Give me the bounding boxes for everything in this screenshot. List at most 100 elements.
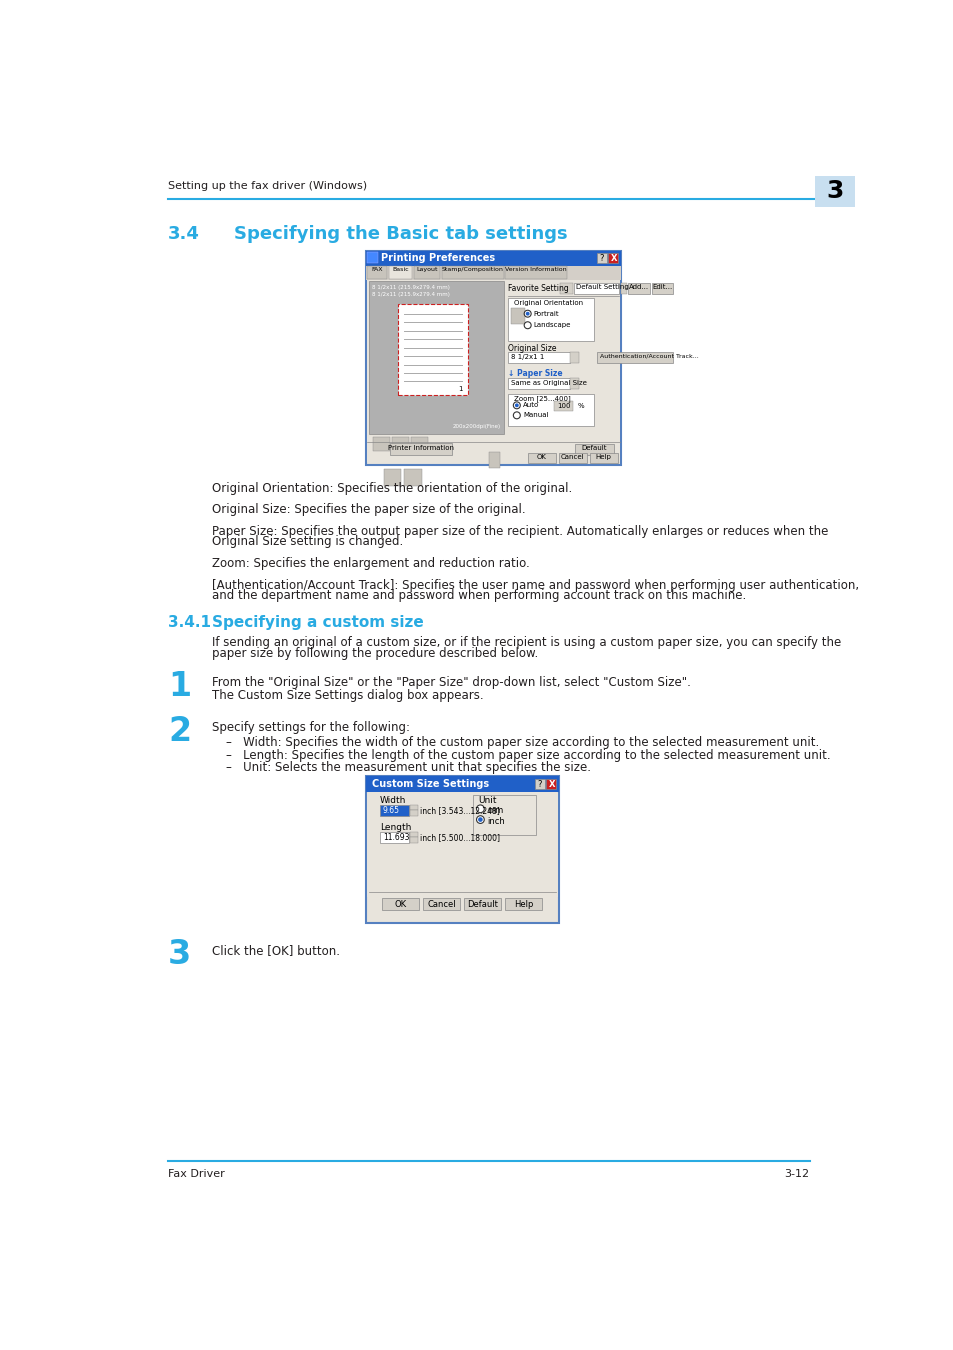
Text: Cancel: Cancel: [427, 899, 456, 909]
Text: Original Size: Original Size: [507, 344, 556, 352]
Circle shape: [525, 312, 529, 316]
Text: Manual: Manual: [522, 412, 548, 418]
Bar: [815, 176, 855, 207]
Text: Basic: Basic: [392, 267, 409, 273]
Bar: [528, 454, 555, 463]
Bar: [534, 779, 544, 788]
Text: Version Information: Version Information: [505, 267, 566, 273]
Circle shape: [476, 805, 484, 813]
Bar: [488, 452, 499, 467]
Text: %: %: [577, 404, 583, 409]
Bar: [367, 252, 377, 263]
Bar: [507, 378, 569, 389]
Text: FAX: FAX: [371, 267, 383, 273]
Bar: [507, 394, 594, 427]
Bar: [379, 805, 409, 815]
Text: 3.4.1: 3.4.1: [168, 614, 211, 629]
Text: Default: Default: [581, 446, 606, 451]
Text: 11.693: 11.693: [382, 833, 409, 842]
Bar: [390, 443, 452, 455]
Text: 9.65: 9.65: [382, 806, 399, 815]
Text: 100: 100: [557, 404, 570, 409]
Text: 3: 3: [826, 180, 843, 202]
Text: inch [5.500...18.000]: inch [5.500...18.000]: [419, 833, 499, 842]
Text: X: X: [610, 254, 617, 263]
Text: Layout: Layout: [416, 267, 437, 273]
Text: Same as Original Size: Same as Original Size: [510, 379, 586, 386]
Bar: [574, 284, 618, 294]
Text: Click the [OK] button.: Click the [OK] button.: [212, 944, 340, 957]
Text: Paper Size: Specifies the output paper size of the recipient. Automatically enla: Paper Size: Specifies the output paper s…: [212, 525, 828, 537]
Bar: [411, 437, 428, 451]
Bar: [620, 284, 626, 294]
Text: 8 1/2x1 1: 8 1/2x1 1: [510, 354, 543, 359]
Text: Custom Size Settings: Custom Size Settings: [372, 779, 489, 788]
Bar: [365, 251, 620, 266]
Text: Auto: Auto: [522, 402, 538, 408]
Bar: [558, 454, 586, 463]
Text: 1: 1: [168, 670, 191, 703]
Text: Original Orientation: Original Orientation: [513, 300, 582, 306]
Text: Zoom: Specifies the enlargement and reduction ratio.: Zoom: Specifies the enlargement and redu…: [212, 558, 530, 570]
Text: 3.4: 3.4: [168, 225, 200, 243]
Bar: [384, 470, 401, 486]
Text: Original Size: Specifies the paper size of the original.: Original Size: Specifies the paper size …: [212, 504, 525, 516]
Text: 8 1/2x11 (215.9x279.4 mm): 8 1/2x11 (215.9x279.4 mm): [372, 285, 449, 290]
Bar: [505, 266, 567, 279]
Text: Unit: Unit: [477, 796, 497, 806]
Text: Default: Default: [467, 899, 497, 909]
Bar: [628, 284, 649, 294]
Text: paper size by following the procedure described below.: paper size by following the procedure de…: [212, 647, 537, 660]
Circle shape: [476, 815, 484, 824]
Bar: [559, 284, 572, 294]
Bar: [369, 281, 504, 433]
Circle shape: [513, 412, 519, 418]
Text: Original Size setting is changed.: Original Size setting is changed.: [212, 536, 403, 548]
Bar: [389, 266, 412, 279]
Circle shape: [513, 402, 519, 409]
Text: OK: OK: [395, 899, 406, 909]
Bar: [367, 794, 558, 896]
Bar: [410, 810, 417, 815]
Text: ?: ?: [599, 254, 603, 263]
Text: 8 1/2x11 (215.9x279.4 mm): 8 1/2x11 (215.9x279.4 mm): [372, 292, 449, 297]
Text: Edit...: Edit...: [652, 285, 672, 290]
Text: Printer Information: Printer Information: [388, 444, 454, 451]
Text: Original Orientation: Specifies the orientation of the original.: Original Orientation: Specifies the orie…: [212, 482, 572, 494]
Text: 3: 3: [168, 938, 192, 971]
Bar: [507, 298, 594, 340]
Text: mm: mm: [487, 806, 503, 814]
Text: 3-12: 3-12: [783, 1169, 809, 1179]
Text: OK: OK: [537, 454, 546, 460]
Text: The Custom Size Settings dialog box appears.: The Custom Size Settings dialog box appe…: [212, 688, 483, 702]
Bar: [404, 470, 421, 486]
Text: and the department name and password when performing account track on this machi: and the department name and password whe…: [212, 590, 745, 602]
Text: inch [3.543...12.248]: inch [3.543...12.248]: [419, 806, 499, 815]
Text: Specifying a custom size: Specifying a custom size: [212, 614, 423, 629]
Bar: [608, 252, 618, 263]
Bar: [410, 837, 417, 842]
Bar: [651, 284, 673, 294]
Bar: [367, 266, 387, 279]
Text: Default Setting: Default Setting: [575, 285, 628, 290]
Bar: [546, 779, 556, 788]
Circle shape: [477, 817, 482, 822]
Text: –   Width: Specifies the width of the custom paper size according to the selecte: – Width: Specifies the width of the cust…: [226, 736, 819, 749]
Bar: [505, 898, 542, 910]
Bar: [365, 776, 558, 792]
Bar: [381, 898, 418, 910]
Bar: [365, 251, 620, 464]
Bar: [507, 352, 569, 363]
Text: Help: Help: [514, 899, 533, 909]
Text: inch: inch: [487, 817, 504, 825]
Bar: [575, 444, 613, 455]
Text: ↓ Paper Size: ↓ Paper Size: [507, 369, 561, 378]
Bar: [472, 795, 536, 836]
Bar: [410, 832, 417, 837]
Bar: [464, 898, 500, 910]
Bar: [441, 266, 503, 279]
Text: Authentication/Account Track...: Authentication/Account Track...: [599, 354, 698, 359]
Text: Add...: Add...: [629, 285, 649, 290]
Text: Favorite Setting: Favorite Setting: [507, 285, 568, 293]
Text: 2: 2: [168, 716, 191, 748]
